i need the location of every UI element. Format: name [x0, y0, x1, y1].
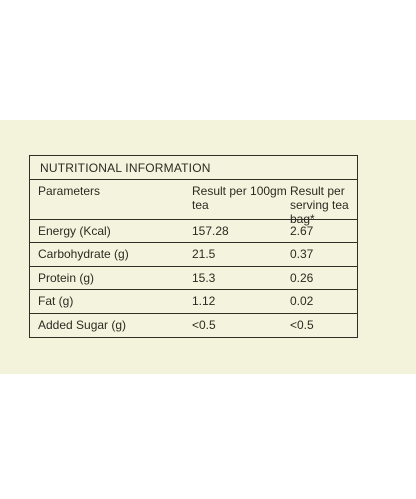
per-100g-cell: 1.12 — [192, 294, 216, 308]
parameter-cell: Energy (Kcal) — [38, 224, 111, 238]
per-bag-cell: <0.5 — [290, 318, 314, 332]
nutrition-table: NUTRITIONAL INFORMATION Parameters Resul… — [29, 155, 358, 338]
footnote-cropped — [29, 340, 369, 347]
table-header-row: Parameters Result per 100gm tea Result p… — [30, 180, 357, 226]
table-row: Protein (g) 15.3 0.26 — [30, 267, 357, 290]
per-100g-cell: 157.28 — [192, 224, 229, 238]
per-bag-cell: 2.67 — [290, 224, 314, 238]
column-header-per-bag: Result per serving tea bag* — [290, 184, 349, 226]
table-row: Carbohydrate (g) 21.5 0.37 — [30, 243, 357, 267]
parameter-cell: Protein (g) — [38, 271, 95, 285]
per-100g-cell: <0.5 — [192, 318, 216, 332]
per-bag-cell: 0.02 — [290, 294, 314, 308]
parameter-cell: Fat (g) — [38, 294, 74, 308]
table-row: Fat (g) 1.12 0.02 — [30, 290, 357, 314]
per-bag-cell: 0.37 — [290, 247, 314, 261]
table-row: Added Sugar (g) <0.5 <0.5 — [30, 314, 357, 336]
per-bag-cell: 0.26 — [290, 271, 314, 285]
per-100g-cell: 15.3 — [192, 271, 216, 285]
column-header-parameters: Parameters — [38, 184, 101, 198]
per-100g-cell: 21.5 — [192, 247, 216, 261]
column-header-per-100g: Result per 100gm tea — [192, 184, 287, 212]
parameter-cell: Carbohydrate (g) — [38, 247, 129, 261]
parameter-cell: Added Sugar (g) — [38, 318, 127, 332]
table-row: Energy (Kcal) 157.28 2.67 — [30, 220, 357, 243]
table-heading: NUTRITIONAL INFORMATION — [30, 156, 357, 180]
